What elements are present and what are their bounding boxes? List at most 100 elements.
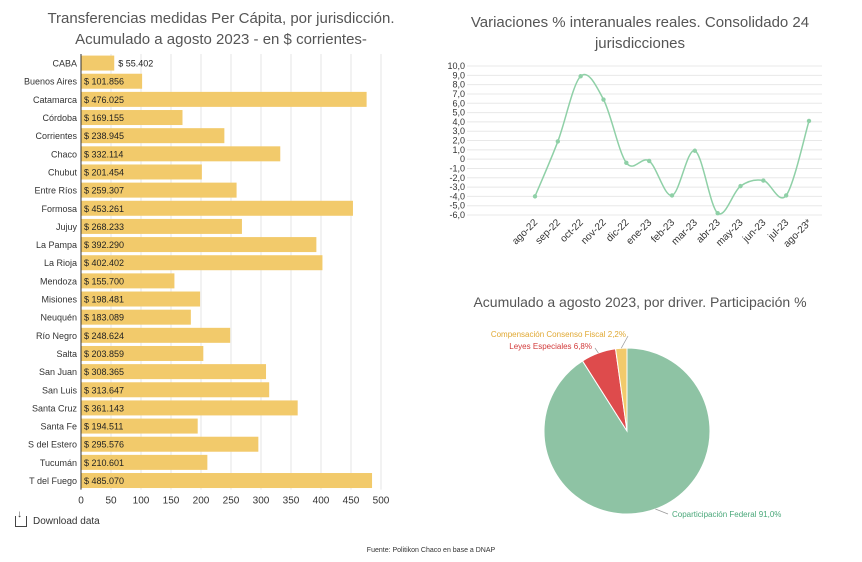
- bar-value-label: $ 259.307: [84, 186, 124, 196]
- bar-category-label: S del Estero: [28, 440, 77, 450]
- line-point: [715, 210, 720, 216]
- bar-x-tick-label: 250: [223, 496, 240, 507]
- line-point: [738, 183, 743, 189]
- bar: [81, 382, 270, 398]
- line-y-tick-label: -1,0: [449, 163, 465, 173]
- bar-x-tick-label: 500: [373, 496, 390, 507]
- line-point: [761, 178, 766, 183]
- bar-category-label: Catamarca: [33, 95, 77, 105]
- bar-x-tick-label: 50: [105, 496, 117, 507]
- bar: [81, 110, 183, 126]
- line-chart-title-line-0: Variaciones % interanuales reales. Conso…: [470, 14, 810, 31]
- bar: [81, 309, 191, 325]
- pie-slice-label: Compensación Consenso Fiscal 2,2%: [491, 330, 626, 339]
- line-y-tick-label: -2,0: [449, 173, 465, 183]
- pie-leader-line: [655, 508, 669, 515]
- bar-chart-title: Transferencias medidas Per Cápita, por j…: [0, 8, 442, 50]
- bar-value-label: $ 476.025: [84, 95, 124, 105]
- bar-x-tick-label: 400: [313, 496, 330, 507]
- bar-value-label: $ 268.233: [84, 222, 124, 232]
- download-data-button[interactable]: Download data: [15, 510, 100, 527]
- download-icon: [15, 510, 27, 527]
- line-chart-title: Variaciones % interanuales reales. Conso…: [440, 12, 840, 54]
- line-y-tick-label: 0: [460, 154, 465, 164]
- bar: [81, 73, 143, 89]
- bar-category-label: Santa Fe: [40, 422, 77, 432]
- bar: [81, 327, 231, 343]
- bar: [81, 345, 204, 361]
- bar-value-label: $ 238.945: [84, 131, 124, 141]
- bar-category-label: La Rioja: [44, 258, 77, 268]
- bar: [81, 237, 317, 253]
- bar-category-label: Tucumán: [40, 458, 77, 468]
- pie-leader-line: [594, 347, 599, 354]
- line-point: [806, 118, 812, 124]
- line-y-tick-label: -4,0: [449, 191, 465, 201]
- bar-chart-title-line-1: Acumulado a agosto 2023 - en $ corriente…: [75, 31, 367, 48]
- bar-x-tick-label: 450: [343, 496, 360, 507]
- pie-slice-label: Leyes Especiales 6,8%: [509, 342, 592, 351]
- bar-value-label: $ 155.700: [84, 276, 124, 286]
- bar-x-tick-label: 200: [193, 496, 210, 507]
- bar-category-label: Formosa: [41, 204, 77, 214]
- bar-value-label: $ 248.624: [84, 331, 124, 341]
- line-y-tick-label: 3,0: [452, 126, 465, 136]
- line-point: [692, 148, 698, 153]
- bar-category-label: La Pampa: [36, 240, 77, 250]
- line-y-tick-label: 9,0: [452, 70, 465, 80]
- source-note: Fuente: Politikon Chaco en base a DNAP: [366, 547, 496, 554]
- bar-category-label: Mendoza: [40, 276, 77, 286]
- pie-slice: [543, 347, 711, 515]
- bar-category-label: Jujuy: [56, 222, 78, 232]
- line-point: [555, 139, 561, 144]
- bar-value-label: $ 313.647: [84, 385, 124, 395]
- line-y-tick-label: 1,0: [452, 145, 465, 155]
- line-point: [601, 97, 606, 102]
- bar: [81, 473, 373, 489]
- bar: [81, 128, 225, 144]
- bar-value-label: $ 402.402: [84, 258, 124, 268]
- bar-category-label: Entre Ríos: [34, 186, 77, 196]
- bar-value-label: $ 198.481: [84, 295, 124, 305]
- bar-category-label: Santa Cruz: [32, 403, 78, 413]
- bar-value-label: $ 485.070: [84, 476, 124, 486]
- pie-leader-line: [620, 335, 629, 349]
- line-y-tick-label: -6,0: [449, 210, 465, 220]
- bar: [81, 291, 201, 307]
- bar-value-label: $ 453.261: [84, 204, 124, 214]
- bar-value-label: $ 201.454: [84, 167, 124, 177]
- bar-chart-title-line-0: Transferencias medidas Per Cápita, por j…: [47, 10, 395, 27]
- bar-value-label: $ 55.402: [118, 59, 153, 69]
- bar-x-tick-label: 100: [133, 496, 150, 507]
- line-y-tick-label: -5,0: [449, 201, 465, 211]
- bar-category-label: Misiones: [41, 295, 77, 305]
- line-y-tick-label: -3,0: [449, 182, 465, 192]
- line-point: [578, 74, 583, 79]
- line-chart: 10,09,08,07,06,05,04,03,02,01,00-1,0-2,0…: [447, 61, 822, 250]
- bar-category-label: T del Fuego: [29, 476, 77, 486]
- bar-x-tick-label: 0: [78, 496, 84, 507]
- bar-x-tick-label: 300: [253, 496, 270, 507]
- bar: [81, 55, 115, 71]
- bar: [81, 273, 175, 289]
- bar-category-label: San Luis: [42, 385, 78, 395]
- bar-category-label: Salta: [56, 349, 77, 359]
- bar: [81, 436, 259, 452]
- line-y-tick-label: 5,0: [452, 108, 465, 118]
- line-point: [624, 160, 629, 166]
- bar-value-label: $ 101.856: [84, 77, 124, 87]
- bar-category-label: Río Negro: [36, 331, 77, 341]
- bar: [81, 218, 242, 234]
- bar-value-label: $ 194.511: [84, 422, 123, 432]
- bar-category-label: Corrientes: [35, 131, 77, 141]
- bar: [81, 454, 208, 470]
- line-point: [669, 193, 675, 198]
- bar-value-label: $ 308.365: [84, 367, 124, 377]
- bar-value-label: $ 361.143: [84, 403, 124, 413]
- bar-value-label: $ 332.114: [84, 149, 123, 159]
- bar: [81, 364, 267, 380]
- bar-category-label: Chaco: [51, 149, 77, 159]
- bar-category-label: Neuquén: [40, 313, 77, 323]
- bar-value-label: $ 210.601: [84, 458, 124, 468]
